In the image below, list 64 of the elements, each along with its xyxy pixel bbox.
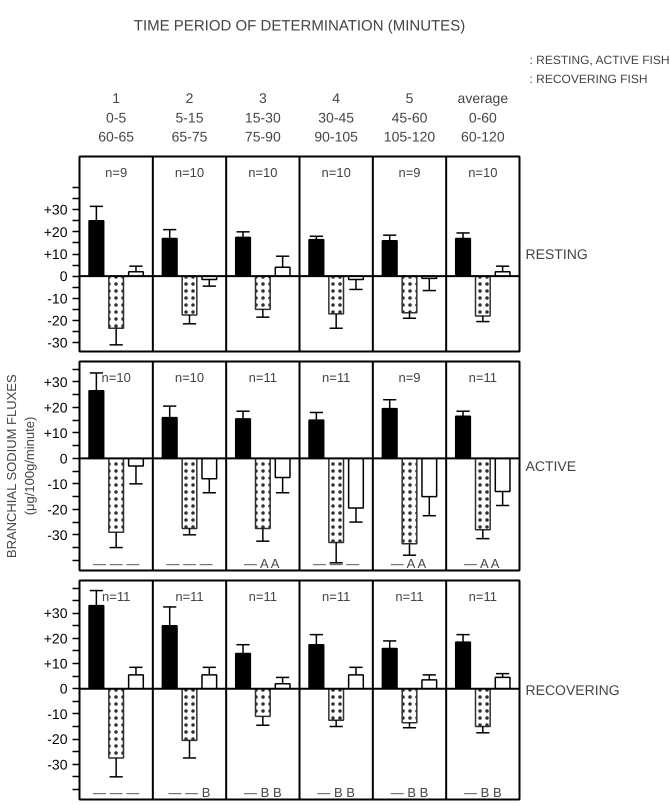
annotation: — B B bbox=[244, 785, 282, 800]
annotation: n=11 bbox=[395, 589, 424, 604]
annotation: n=10 bbox=[468, 165, 498, 180]
annotation: — — — bbox=[93, 785, 140, 800]
annotation: n=11 bbox=[248, 589, 278, 604]
annotation: — — B bbox=[168, 785, 210, 800]
text: ACTIVE bbox=[526, 458, 576, 474]
x-tick-label: average 0-60 60-120 bbox=[458, 90, 508, 144]
y-tick-label: -20 bbox=[47, 312, 68, 328]
y-tick-label: +10 bbox=[44, 424, 68, 441]
y-tick-label: 0 bbox=[60, 680, 68, 697]
y-tick-label: 0 bbox=[60, 268, 68, 284]
y-tick-label: +20 bbox=[44, 630, 68, 646]
annotation: n=10 bbox=[102, 370, 131, 385]
y-tick-label: -30 bbox=[47, 334, 68, 351]
y-tick-label: -20 bbox=[47, 501, 68, 518]
y-tick-label: -10 bbox=[47, 290, 68, 306]
y-tick-label: -10 bbox=[47, 476, 68, 492]
x-tick-label: 4 30-45 90-105 bbox=[314, 90, 358, 144]
x-tick-label: 1 0-5 60-65 bbox=[98, 90, 134, 144]
annotation: n=11 bbox=[322, 589, 350, 604]
annotation: — A A bbox=[464, 556, 500, 571]
annotation: n=10 bbox=[322, 165, 351, 180]
annotation: — B B bbox=[390, 785, 428, 800]
annotation: n=10 bbox=[174, 370, 204, 385]
annotation: — B B bbox=[464, 785, 502, 800]
x-tick-label: 5 45-60 105-120 bbox=[384, 90, 436, 144]
x-tick-label: 3 15-30 75-90 bbox=[244, 90, 281, 144]
x-tick-label: 2 5-15 65-75 bbox=[172, 90, 208, 144]
annotation: n=11 bbox=[468, 589, 498, 604]
text: RECOVERING bbox=[526, 682, 620, 698]
annotation: n=9 bbox=[398, 370, 421, 385]
y-tick-label: +10 bbox=[44, 246, 68, 262]
annotation: n=11 bbox=[175, 589, 204, 604]
chart-title: TIME PERIOD OF DETERMINATION (MINUTES) bbox=[134, 18, 466, 34]
annotation: n=10 bbox=[248, 165, 278, 180]
annotation: n=11 bbox=[248, 370, 278, 385]
y-tick-label: -30 bbox=[47, 526, 68, 543]
annotation: n=11 bbox=[468, 370, 498, 385]
y-tick-label: +30 bbox=[44, 605, 68, 622]
y-tick-label: +20 bbox=[44, 399, 68, 416]
y-axis-title: BRANCHIAL SODIUM FLUXES (μg/100g/minute) bbox=[4, 374, 37, 558]
annotation: n=11 bbox=[102, 589, 130, 604]
y-tick-label: +30 bbox=[44, 202, 68, 218]
annotation: — A A bbox=[244, 556, 280, 571]
annotation: — — — bbox=[313, 556, 360, 571]
y-tick-label: +20 bbox=[44, 224, 68, 240]
annotation: n=11 bbox=[322, 370, 350, 385]
text: : RECOVERING FISH bbox=[530, 72, 648, 86]
y-tick-label: +10 bbox=[44, 656, 68, 672]
annotation: n=10 bbox=[174, 165, 204, 180]
annotation: — B B bbox=[317, 785, 355, 800]
y-tick-label: 0 bbox=[60, 450, 68, 466]
y-tick-label: -10 bbox=[47, 706, 68, 722]
annotation: n=9 bbox=[105, 165, 128, 180]
annotation: — — — bbox=[166, 556, 213, 571]
annotation: — — — bbox=[93, 556, 140, 571]
annotation: n=9 bbox=[398, 165, 421, 180]
y-tick-label: -30 bbox=[47, 756, 68, 772]
y-tick-label: -20 bbox=[47, 731, 68, 748]
text: : RESTING, ACTIVE FISH bbox=[530, 53, 669, 67]
annotation: — A A bbox=[390, 556, 426, 571]
text: RESTING bbox=[526, 246, 588, 262]
y-tick-label: +30 bbox=[44, 374, 68, 390]
